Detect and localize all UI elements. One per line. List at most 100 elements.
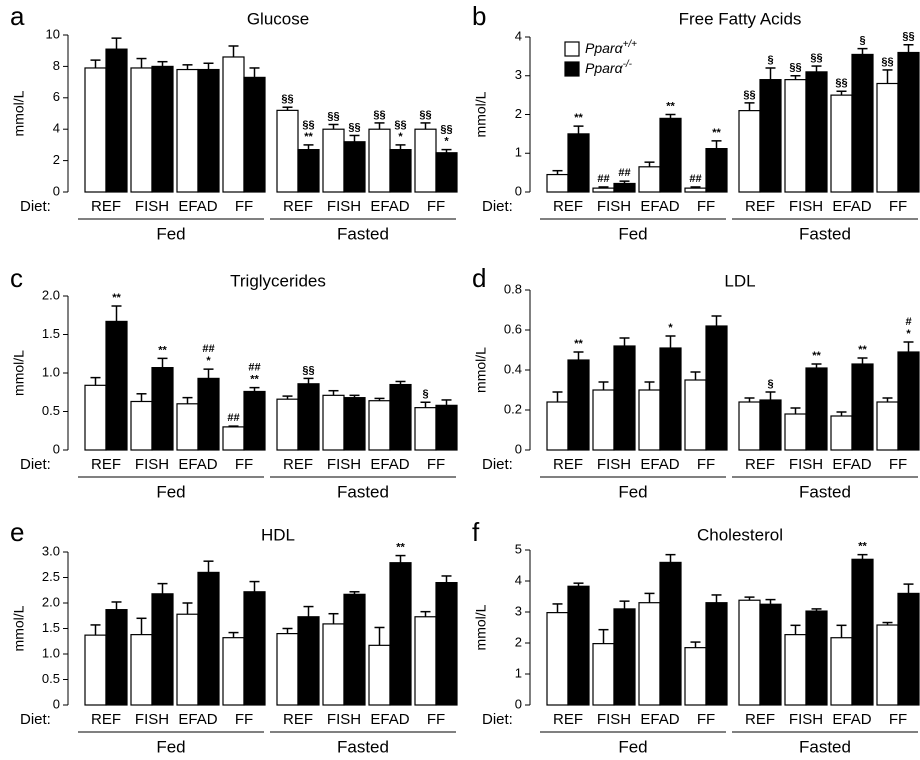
group-label: Fasted xyxy=(799,737,851,756)
x-tick-label: REF xyxy=(91,198,121,215)
y-axis-label: mmol/L xyxy=(11,90,27,136)
significance-mark: ## xyxy=(202,343,214,355)
bar xyxy=(151,593,174,706)
bar xyxy=(389,149,412,193)
panel-letter: c xyxy=(10,263,23,293)
bar xyxy=(613,182,636,193)
bar xyxy=(130,634,153,706)
bar xyxy=(84,634,107,706)
bar xyxy=(84,67,107,193)
significance-mark: §§ xyxy=(373,109,385,121)
significance-mark: ## xyxy=(618,167,630,179)
y-tick-label: 0 xyxy=(515,696,522,711)
x-tick-label: FF xyxy=(889,711,907,728)
x-tick-label: REF xyxy=(283,198,313,215)
panel-letter: b xyxy=(472,1,486,31)
bar xyxy=(389,562,412,706)
bar xyxy=(105,609,128,706)
y-tick-label: 0 xyxy=(53,696,60,711)
bar xyxy=(151,65,174,193)
legend-swatch xyxy=(564,41,580,57)
y-tick-label: 4 xyxy=(515,572,522,587)
bar xyxy=(414,407,437,451)
bar xyxy=(105,48,128,193)
x-tick-label: EFAD xyxy=(832,711,871,728)
bar xyxy=(546,173,569,193)
significance-mark: * xyxy=(444,136,449,148)
y-tick-label: 3.0 xyxy=(42,543,60,558)
bar xyxy=(197,68,220,193)
x-tick-label: REF xyxy=(283,456,313,473)
bar xyxy=(343,141,366,193)
significance-mark: ## xyxy=(597,173,609,185)
panel-letter: d xyxy=(472,263,486,293)
significance-mark: ** xyxy=(666,100,675,112)
y-tick-label: 1 xyxy=(515,665,522,680)
y-tick-label: 3 xyxy=(515,67,522,82)
x-tick-label: REF xyxy=(553,711,583,728)
x-prefix: Diet: xyxy=(482,198,513,215)
y-tick-label: 2.5 xyxy=(42,569,60,584)
bar xyxy=(830,637,853,706)
bar xyxy=(684,187,707,193)
y-axis-label: mmol/L xyxy=(11,350,27,396)
y-axis-label: mmol/L xyxy=(473,91,489,137)
bar xyxy=(784,634,807,706)
bar xyxy=(322,623,345,706)
x-prefix: Diet: xyxy=(20,456,51,473)
bar xyxy=(876,82,899,193)
bar xyxy=(546,401,569,451)
bar xyxy=(897,51,920,193)
x-tick-label: FISH xyxy=(597,711,631,728)
bar xyxy=(276,632,299,706)
significance-mark: * xyxy=(668,322,673,334)
bar xyxy=(830,94,853,193)
bar xyxy=(197,377,220,451)
bar xyxy=(759,603,782,706)
chart-title: Cholesterol xyxy=(697,525,783,544)
bar xyxy=(567,585,590,706)
bar xyxy=(613,345,636,451)
significance-mark: ## xyxy=(248,362,260,374)
x-tick-label: REF xyxy=(745,198,775,215)
group-label: Fed xyxy=(156,224,185,243)
significance-mark: ## xyxy=(689,173,701,185)
x-tick-label: EFAD xyxy=(640,456,679,473)
x-tick-label: FF xyxy=(889,198,907,215)
group-label: Fed xyxy=(156,482,185,501)
significance-mark: # xyxy=(905,316,911,328)
y-tick-label: 0 xyxy=(515,183,522,198)
y-tick-label: 6 xyxy=(53,89,60,104)
group-label: Fed xyxy=(156,737,185,756)
bar xyxy=(297,616,320,706)
group-label: Fasted xyxy=(337,737,389,756)
bar xyxy=(176,403,199,451)
bar xyxy=(659,561,682,706)
bar xyxy=(84,384,107,451)
x-prefix: Diet: xyxy=(482,711,513,728)
significance-mark: §§ xyxy=(281,93,293,105)
bar xyxy=(659,117,682,193)
bar xyxy=(222,426,245,451)
bar xyxy=(876,624,899,706)
x-tick-label: FISH xyxy=(789,198,823,215)
x-tick-label: REF xyxy=(91,711,121,728)
chart-title: Glucose xyxy=(247,9,309,28)
bar xyxy=(276,398,299,451)
x-tick-label: REF xyxy=(745,711,775,728)
chart-title: LDL xyxy=(724,271,755,290)
significance-mark: ** xyxy=(812,350,821,362)
x-tick-label: EFAD xyxy=(640,198,679,215)
significance-mark: §§ xyxy=(440,124,452,136)
bar xyxy=(414,616,437,706)
bar xyxy=(738,110,761,193)
x-tick-label: FF xyxy=(235,456,253,473)
bar xyxy=(784,79,807,193)
significance-mark: §§ xyxy=(302,119,314,131)
y-tick-label: 0.5 xyxy=(42,403,60,418)
bar xyxy=(243,76,266,193)
x-tick-label: FF xyxy=(697,711,715,728)
significance-mark: §§ xyxy=(348,121,360,133)
significance-mark: ## xyxy=(227,412,239,424)
x-tick-label: EFAD xyxy=(832,198,871,215)
